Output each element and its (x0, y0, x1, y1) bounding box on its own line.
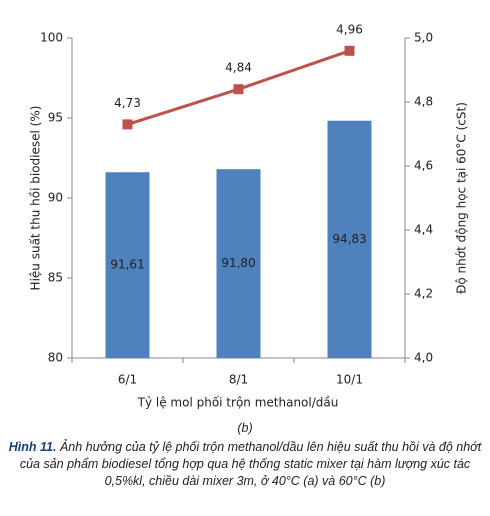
y2-tick-label: 4,6 (414, 159, 433, 173)
x-axis-label: Tỷ lệ mol phối trộn methanol/dầu (137, 396, 339, 410)
y-tick-label: 80 (48, 351, 63, 365)
figure-label: Hình 11. (8, 440, 57, 454)
bar-value-label: 91,80 (221, 256, 255, 270)
bar-value-label: 91,61 (110, 258, 144, 272)
x-tick-label: 10/1 (336, 373, 363, 387)
y-tick-label: 100 (40, 31, 63, 45)
line-value-label: 4,96 (336, 22, 363, 36)
caption: (b) Hình 11. Ảnh hưởng của tỷ lệ phối tr… (0, 420, 490, 490)
bar (216, 169, 261, 358)
y2-tick-label: 4,2 (414, 287, 433, 301)
y2-tick-label: 4,4 (414, 223, 433, 237)
y-tick-label: 95 (48, 111, 63, 125)
y2-axis-label: Độ nhớt động học tại 60°C (cSt) (455, 102, 469, 294)
y2-tick-label: 4,0 (414, 351, 433, 365)
y-axis-label: Hiệu suất thu hồi biodiesel (%) (29, 106, 43, 291)
bar (105, 172, 150, 358)
bar-value-label: 94,83 (332, 232, 366, 246)
y2-tick-label: 4,8 (414, 95, 433, 109)
line-marker (233, 84, 244, 95)
line-marker (122, 119, 133, 130)
line-marker (344, 45, 355, 56)
line-value-label: 4,73 (114, 96, 141, 110)
line-value-label: 4,84 (225, 61, 252, 75)
x-tick-label: 6/1 (118, 373, 137, 387)
y-tick-label: 85 (48, 271, 63, 285)
y-tick-label: 90 (48, 191, 63, 205)
x-tick-label: 8/1 (229, 373, 248, 387)
panel-label: (b) (237, 421, 253, 435)
chart: Hiệu suất thu hồi biodiesel (%) Độ nhớt … (29, 22, 469, 410)
bar (327, 120, 372, 358)
y2-tick-label: 5,0 (414, 31, 433, 45)
caption-text: Ảnh hưởng của tỷ lệ phối trộn methanol/d… (19, 440, 482, 488)
